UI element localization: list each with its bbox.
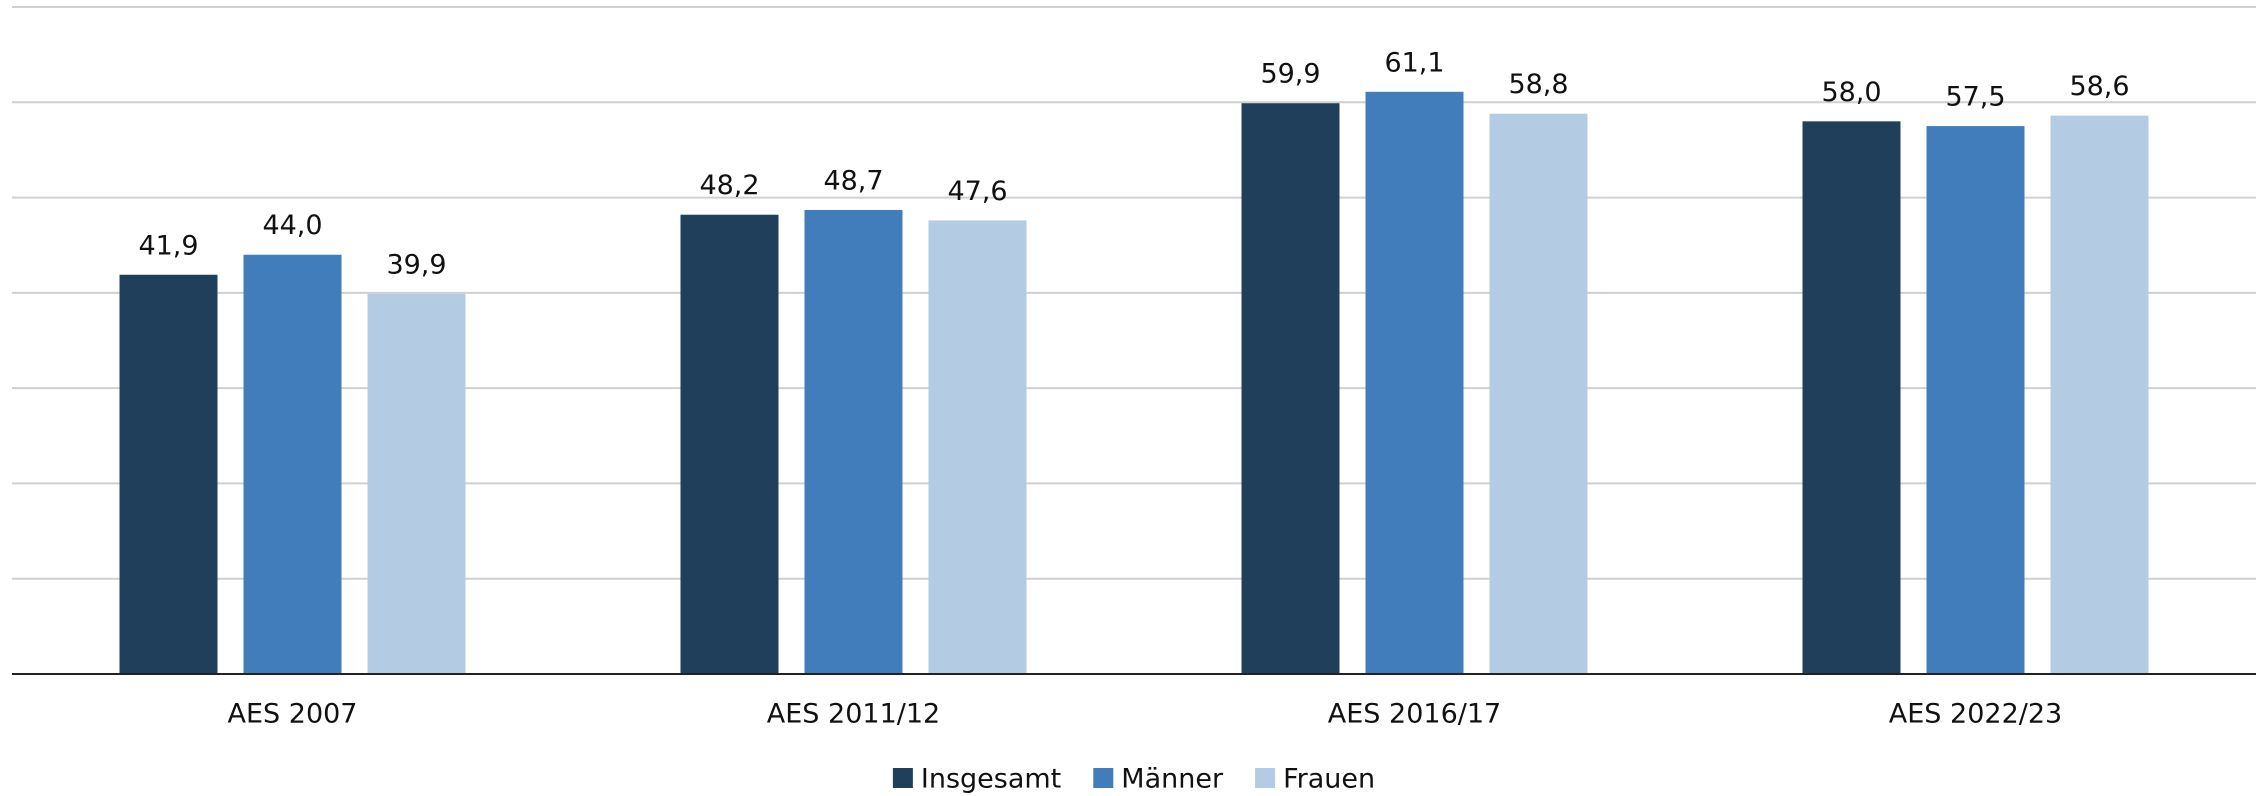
- legend-swatch: [1093, 768, 1114, 788]
- value-label: 47,6: [947, 176, 1007, 207]
- bar: [243, 254, 342, 674]
- bar: [367, 293, 466, 674]
- x-tick-label: AES 2016/17: [1328, 699, 1501, 730]
- value-label: 41,9: [138, 230, 198, 261]
- legend-swatch: [1255, 768, 1276, 788]
- bar: [1365, 91, 1464, 675]
- legend-label: Männer: [1121, 764, 1224, 795]
- bar: [804, 209, 903, 675]
- value-label: 58,8: [1508, 69, 1568, 100]
- value-label: 48,7: [823, 165, 883, 196]
- legend-swatch: [892, 768, 913, 788]
- bar: [1802, 121, 1901, 675]
- x-tick-label: AES 2011/12: [767, 699, 940, 730]
- bar: [928, 220, 1027, 674]
- bar: [680, 214, 779, 675]
- x-tick-label: AES 2022/23: [1889, 699, 2062, 730]
- bar: [1489, 113, 1588, 675]
- legend-label: Frauen: [1283, 764, 1375, 795]
- bar: [119, 274, 218, 674]
- value-label: 57,5: [1945, 82, 2005, 113]
- value-label: 44,0: [262, 210, 322, 241]
- value-label: 58,0: [1821, 77, 1881, 108]
- value-label: 59,9: [1260, 59, 1320, 90]
- legend-label: Insgesamt: [921, 764, 1061, 795]
- value-label: 58,6: [2069, 71, 2129, 102]
- value-label: 39,9: [386, 249, 446, 280]
- bar: [2050, 115, 2149, 674]
- bar: [1241, 103, 1340, 674]
- value-label: 48,2: [699, 170, 759, 201]
- value-label: 61,1: [1384, 47, 1444, 78]
- x-tick-label: AES 2007: [228, 699, 358, 730]
- bar: [1926, 126, 2025, 675]
